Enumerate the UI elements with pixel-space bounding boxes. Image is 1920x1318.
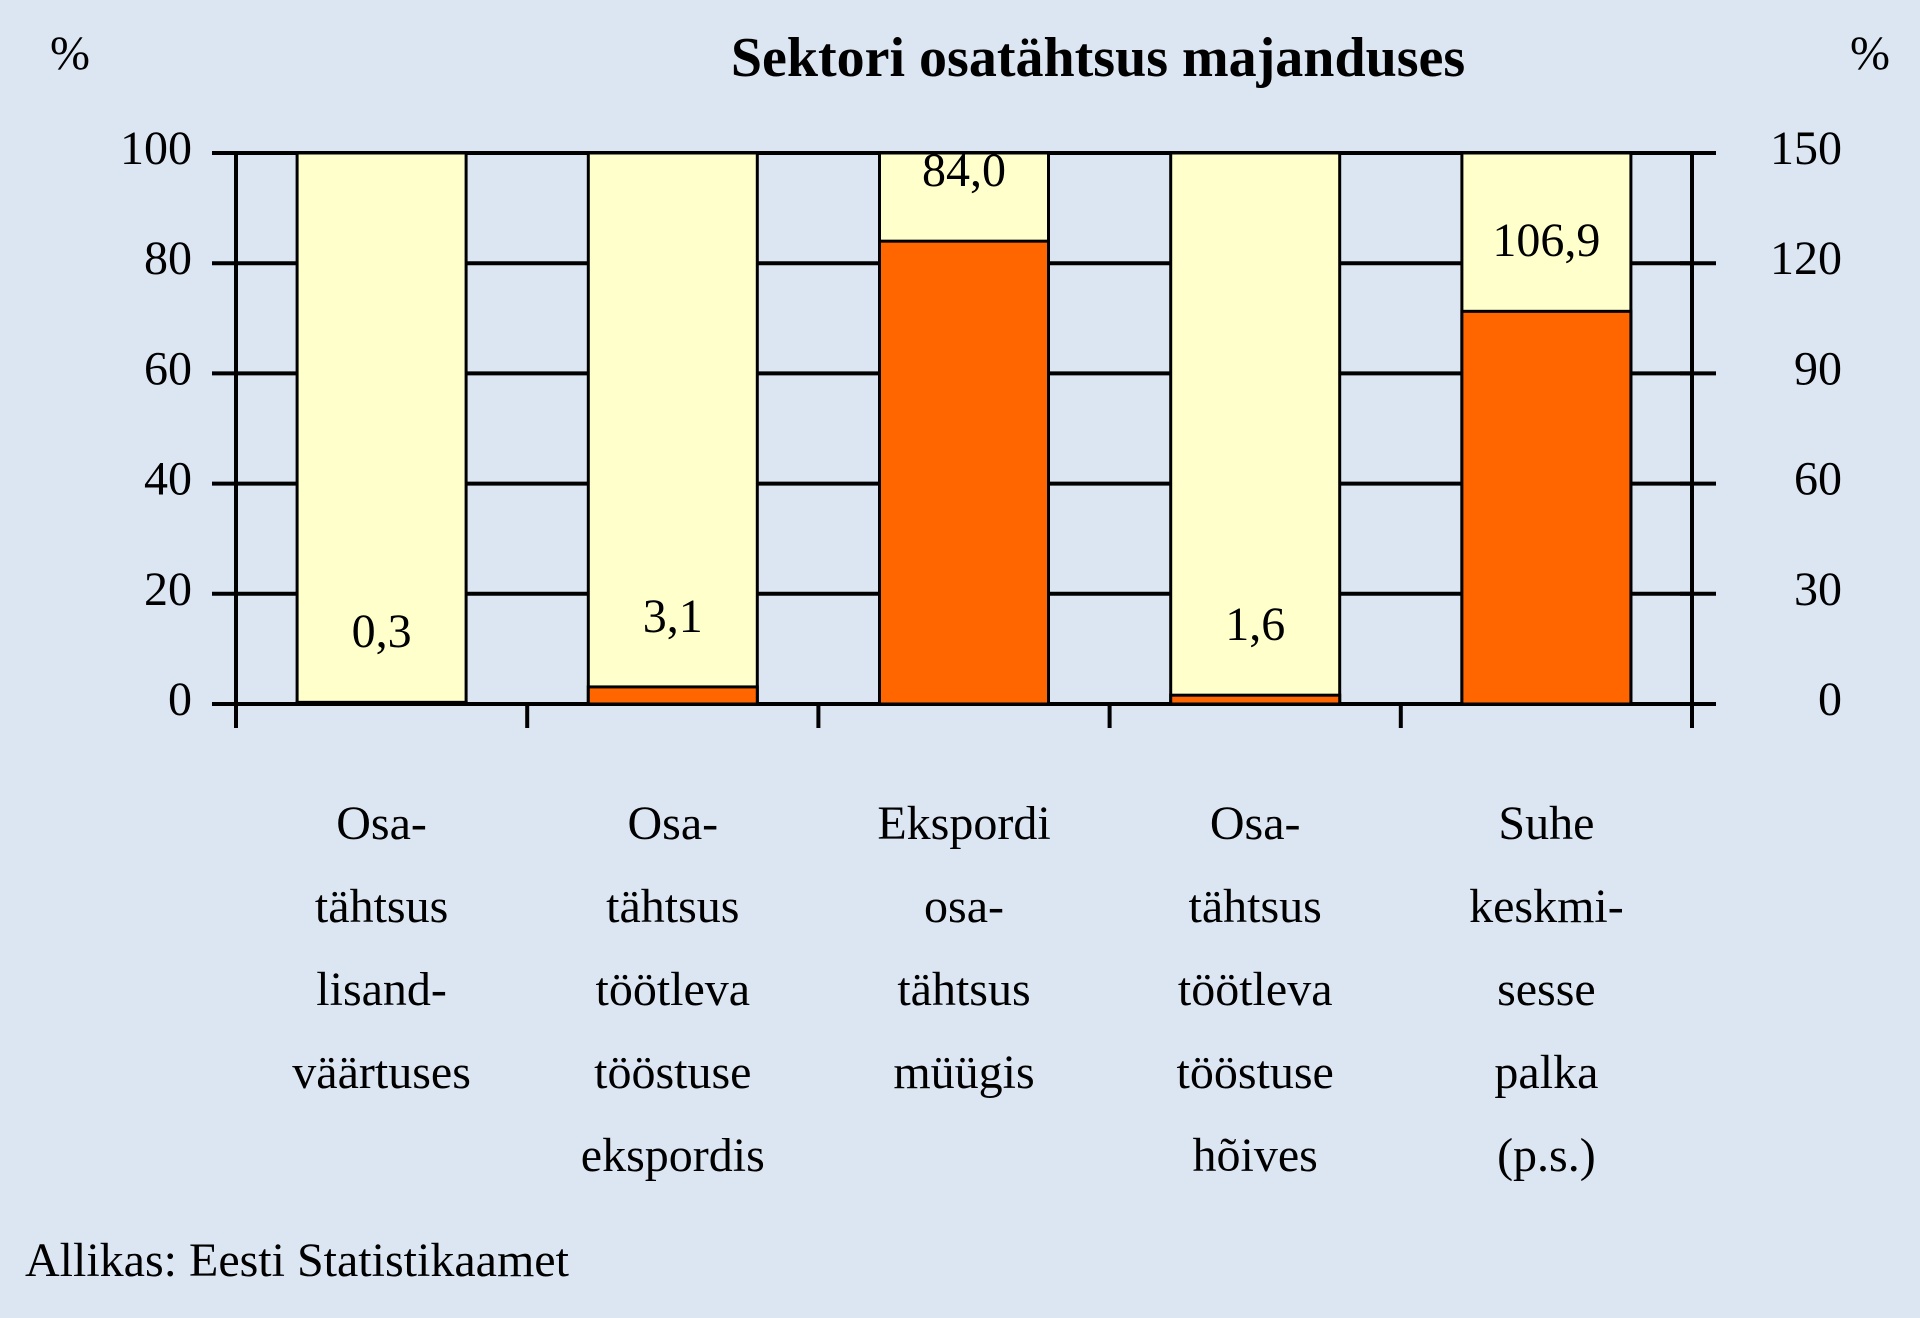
x-tick-label: Osa-tähtsus lisand-väärtuses [292, 797, 471, 1099]
y-tick-label: 40 [144, 453, 192, 506]
value-label: 84,0 [922, 144, 1006, 197]
x-tick-label: Osa-tähtsus töötleva tööstuse hõives [1177, 797, 1334, 1182]
y-tick-label: 60 [144, 342, 192, 395]
x-tick-label: Ekspordi osa-tähtsus müügis [877, 797, 1050, 1099]
y-tick-label: 20 [144, 563, 192, 616]
bar [1460, 309, 1633, 706]
value-label: 3,1 [643, 590, 703, 643]
y2-tick-label: 90 [1794, 342, 1842, 395]
y2-tick-label: 60 [1794, 453, 1842, 506]
value-label: 1,6 [1225, 598, 1285, 651]
bar-frame [295, 151, 468, 706]
y2-tick-label: 120 [1770, 232, 1842, 285]
y2-axis-label: % [1850, 27, 1890, 80]
y-tick-label: 80 [144, 232, 192, 285]
bar-frame [1169, 151, 1342, 706]
y-axis-label: % [50, 27, 90, 80]
value-label: 0,3 [352, 605, 412, 658]
bar-frame [586, 151, 759, 706]
value-label: 106,9 [1492, 214, 1600, 267]
y2-tick-label: 30 [1794, 563, 1842, 616]
chart-title: Sektori osatähtsus majanduses [731, 27, 1465, 89]
bar [1169, 693, 1342, 706]
y-tick-label: 100 [120, 122, 192, 175]
bar [586, 685, 759, 706]
bar [878, 239, 1050, 706]
x-tick-label: Osa-tähtsus töötleva tööstuse ekspordis [581, 797, 765, 1182]
x-tick-label: Suhe keskmi-sesse palka (p.s.) [1469, 797, 1624, 1182]
bar [295, 700, 468, 706]
y2-tick-label: 150 [1770, 122, 1842, 175]
source: Allikas: Eesti Statistikaamet [25, 1234, 570, 1287]
y-tick-label: 0 [168, 673, 192, 726]
y2-tick-label: 0 [1818, 673, 1842, 726]
